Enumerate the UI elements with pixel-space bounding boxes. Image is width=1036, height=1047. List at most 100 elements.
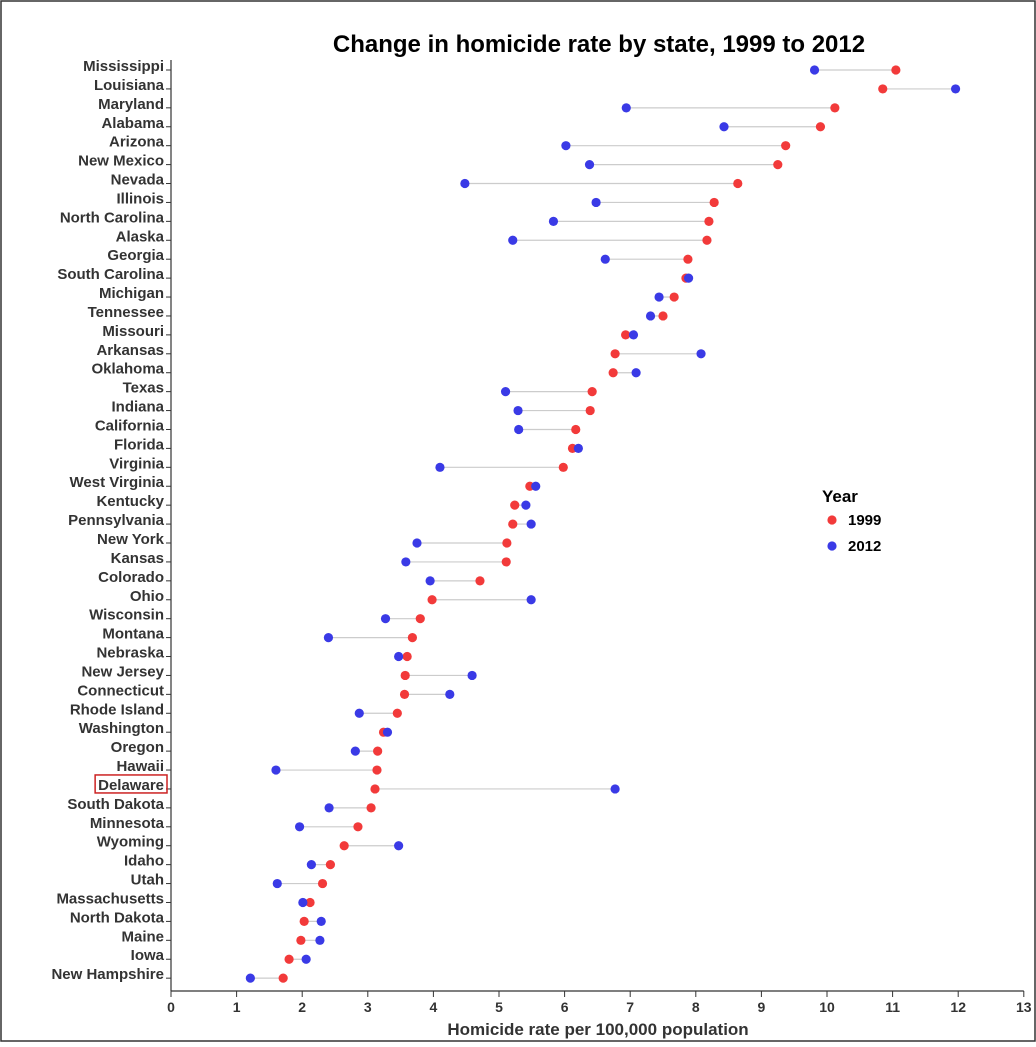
point-2012 (301, 954, 311, 964)
state-label: Montana (102, 626, 164, 643)
point-1999 (372, 765, 382, 775)
x-tick-label: 7 (626, 999, 634, 1015)
point-2012 (809, 65, 820, 75)
point-2012 (654, 292, 664, 302)
point-1999 (305, 897, 315, 908)
x-tick-label: 4 (430, 999, 438, 1015)
x-tick-label: 1 (233, 999, 241, 1015)
state-label: Wyoming (97, 834, 164, 851)
x-tick-label: 2 (298, 999, 306, 1015)
state-label: Missouri (102, 323, 164, 340)
point-1999 (621, 330, 631, 340)
point-2012 (425, 576, 435, 586)
point-1999 (878, 84, 888, 94)
state-label: Minnesota (90, 815, 165, 832)
point-2012 (394, 841, 404, 851)
point-2012 (591, 197, 601, 208)
state-label: Alaska (116, 228, 165, 245)
point-2012 (561, 141, 571, 151)
state-label: Massachusetts (56, 890, 164, 907)
point-2012 (316, 916, 326, 927)
state-label: Oklahoma (91, 361, 164, 378)
point-2012 (445, 689, 455, 699)
state-label: Washington (79, 720, 164, 737)
state-label: Kentucky (96, 493, 164, 510)
x-tick-label: 6 (561, 999, 569, 1015)
point-1999 (585, 405, 595, 416)
point-2012 (696, 349, 706, 359)
point-2012 (382, 727, 393, 737)
state-label: South Dakota (67, 796, 164, 813)
state-label: Florida (114, 436, 165, 453)
x-tick-label: 12 (950, 999, 966, 1015)
x-axis-label: Homicide rate per 100,000 population (447, 1020, 748, 1039)
state-label: Mississippi (83, 58, 164, 75)
point-2012 (508, 235, 518, 245)
point-1999 (610, 349, 620, 359)
point-1999 (773, 160, 783, 170)
state-label: Colorado (98, 569, 164, 586)
state-label: Arizona (109, 134, 165, 151)
state-label: West Virginia (70, 474, 165, 491)
point-1999 (370, 784, 380, 794)
point-2012 (401, 557, 411, 567)
point-1999 (891, 65, 901, 75)
chart-title: Change in homicide rate by state, 1999 t… (333, 31, 865, 58)
state-label: Texas (123, 380, 164, 397)
point-1999 (317, 878, 328, 889)
y-axis: Mississippi Louisiana Maryland Alabama Arizo… (51, 58, 172, 991)
point-1999 (353, 822, 363, 832)
point-1999 (669, 292, 679, 302)
x-tick-label: 0 (167, 999, 175, 1015)
point-2012 (573, 443, 583, 453)
point-1999 (296, 935, 306, 945)
state-label: Iowa (131, 947, 165, 964)
state-label: Maine (121, 928, 164, 945)
point-1999 (702, 235, 712, 245)
point-1999 (501, 557, 511, 567)
state-label: Alabama (101, 115, 164, 132)
point-2012 (610, 784, 620, 794)
x-tick-label: 9 (758, 999, 766, 1015)
point-1999 (400, 670, 410, 681)
point-2012 (600, 254, 610, 264)
point-1999 (815, 122, 826, 132)
point-2012 (526, 519, 536, 529)
legend: Year 1999 2012 (822, 487, 881, 555)
state-label: North Dakota (70, 909, 165, 926)
point-2012 (315, 935, 325, 945)
point-1999 (658, 311, 668, 321)
point-1999 (339, 841, 349, 851)
connector-lines (250, 69, 956, 979)
x-tick-label: 3 (364, 999, 372, 1015)
point-2012 (500, 387, 511, 397)
x-tick-label: 11 (885, 999, 900, 1015)
point-2012 (460, 178, 470, 189)
state-label: Rhode Island (70, 701, 164, 718)
point-2012 (628, 330, 639, 340)
state-label: Nevada (111, 172, 165, 189)
state-label: Michigan (99, 285, 164, 302)
state-label: Virginia (109, 455, 164, 472)
x-tick-label: 10 (819, 999, 835, 1015)
point-1999 (781, 141, 791, 151)
point-1999 (709, 197, 719, 208)
state-label: Delaware (98, 777, 164, 794)
point-2012 (306, 860, 316, 870)
state-label: Tennessee (88, 304, 164, 321)
point-2012 (271, 765, 281, 775)
point-2012 (631, 368, 641, 378)
highlight-box (94, 774, 168, 794)
state-label: Oregon (111, 739, 164, 756)
point-1999 (427, 595, 437, 605)
point-1999 (608, 368, 618, 378)
point-1999 (399, 689, 410, 699)
point-2012 (584, 160, 595, 170)
point-1999 (366, 803, 376, 813)
state-label: Ohio (130, 588, 164, 605)
point-2012 (521, 500, 531, 510)
point-2012 (412, 538, 422, 548)
point-1999 (510, 500, 520, 510)
point-1999 (392, 708, 402, 718)
